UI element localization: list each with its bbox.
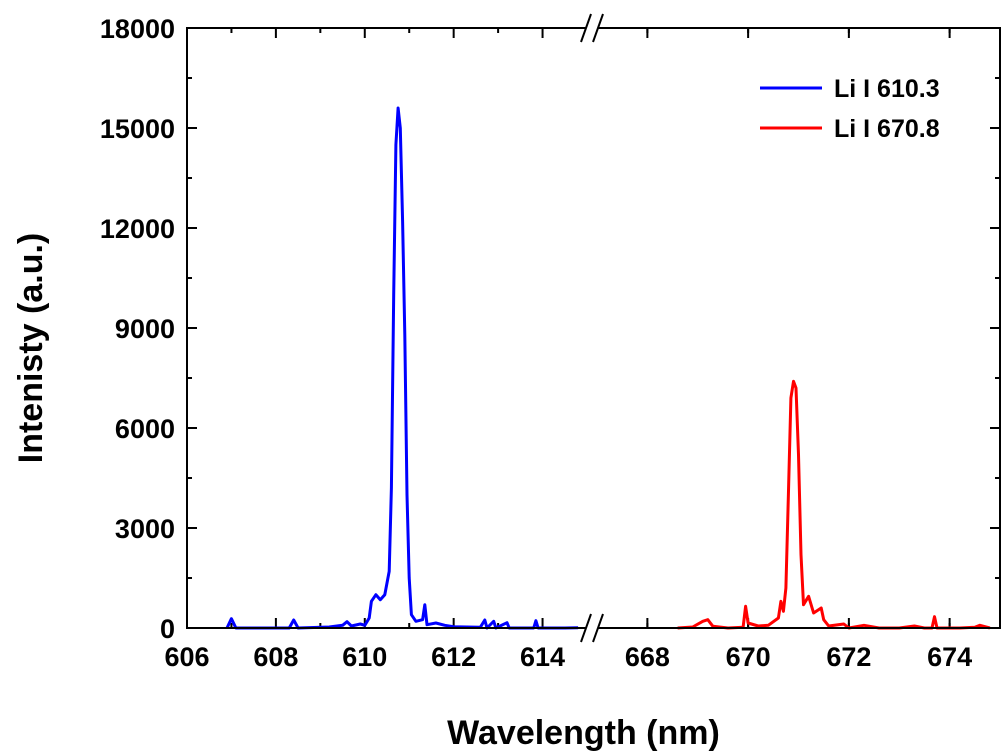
axis-break-slash	[580, 13, 592, 43]
legend: Li I 610.3 Li I 670.8	[760, 75, 940, 143]
x-tick-label: 612	[431, 642, 476, 672]
legend-label: Li I 670.8	[834, 115, 940, 143]
x-axis: 606 608 610 612 614 668 670 672 674	[164, 28, 972, 672]
series-line	[225, 106, 579, 630]
x-tick-label: 670	[726, 642, 771, 672]
axis-break-slash	[580, 613, 592, 643]
axis-break-slash	[592, 13, 604, 43]
y-tick-label: 6000	[115, 414, 175, 444]
x-tick-label: 614	[520, 642, 565, 672]
series-line	[677, 379, 991, 630]
y-tick-label: 9000	[115, 314, 175, 344]
y-tick-label: 0	[160, 614, 175, 644]
x-tick-label: 606	[164, 642, 209, 672]
x-tick-label: 674	[927, 642, 972, 672]
x-tick-label: 672	[826, 642, 871, 672]
x-tick-label: 668	[625, 642, 670, 672]
y-axis-title: Intenisty (a.u.)	[12, 233, 50, 463]
y-tick-label: 12000	[100, 214, 175, 244]
axis-break-marks	[580, 13, 604, 643]
y-axis: 0 3000 6000 9000 12000 15000 18000	[100, 14, 1000, 644]
y-tick-label: 3000	[115, 514, 175, 544]
x-tick-label: 608	[253, 642, 298, 672]
x-axis-title: Wavelength (nm)	[447, 714, 720, 752]
y-tick-label: 18000	[100, 14, 175, 44]
x-tick-label: 610	[342, 642, 387, 672]
axis-break-slash	[592, 613, 604, 643]
plot-area	[225, 106, 991, 630]
legend-label: Li I 610.3	[834, 75, 940, 103]
axis-break-gap	[586, 25, 598, 31]
y-tick-label: 15000	[100, 114, 175, 144]
axis-break-gap	[586, 625, 598, 631]
